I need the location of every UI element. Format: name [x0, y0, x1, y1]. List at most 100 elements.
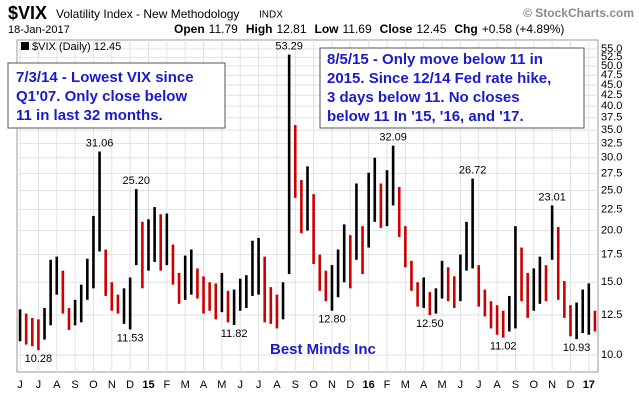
x-tick-label: A [200, 379, 208, 391]
range-bar [446, 267, 450, 302]
quote-value: 12.81 [276, 22, 306, 36]
annotation: 2015. Since 12/14 Fed rate hike, [327, 70, 551, 87]
range-bar [159, 214, 163, 271]
range-bar [98, 151, 101, 252]
range-bar [397, 186, 401, 237]
data-label: 32.09 [379, 132, 407, 144]
range-bar [312, 194, 315, 265]
range-bar [416, 282, 419, 307]
range-bar [300, 180, 303, 234]
range-bar [30, 317, 34, 347]
range-bar [483, 289, 487, 317]
x-tick-label: J [237, 379, 243, 391]
x-tick-label: D [567, 379, 575, 391]
watermark: Best Minds Inc [270, 341, 376, 358]
range-bar [116, 294, 120, 314]
y-tick-label: 25.0 [601, 184, 622, 196]
quote-label: Open [174, 22, 205, 36]
range-bar [330, 265, 334, 311]
range-bar [79, 284, 83, 323]
range-bar [281, 282, 285, 320]
range-bar [355, 183, 358, 260]
range-bar [37, 319, 40, 351]
annotation: 11 in last 32 months. [16, 107, 163, 124]
range-bar [104, 249, 107, 296]
data-label: 10.28 [25, 353, 53, 365]
x-tick-label: 16 [363, 379, 375, 391]
data-label: 11.02 [490, 341, 517, 353]
range-bar [459, 254, 462, 302]
range-bar [43, 307, 46, 340]
quote-label: Close [380, 22, 413, 36]
range-bar [153, 207, 156, 262]
range-bar [452, 276, 456, 308]
subtitle: Volatility Index - New Methodology [56, 7, 239, 21]
range-bar [251, 240, 254, 296]
range-bar [391, 145, 395, 206]
data-label: 31.06 [86, 137, 114, 149]
quote-label: Low [315, 22, 340, 36]
x-tick-label: J [458, 379, 464, 391]
range-bar [550, 205, 554, 260]
range-bar [49, 259, 52, 326]
range-bar [263, 256, 266, 323]
y-tick-label: 10.0 [601, 349, 622, 361]
x-tick-label: F [163, 379, 170, 391]
range-bar [434, 288, 438, 314]
x-tick-label: J [36, 379, 42, 391]
marks [18, 54, 597, 351]
range-bar [324, 270, 328, 302]
x-tick-label: S [71, 379, 78, 391]
x-tick-label: O [89, 379, 98, 391]
data-label: 25.20 [122, 175, 150, 187]
range-bar [171, 244, 175, 285]
range-bar [385, 170, 389, 227]
range-bar [581, 289, 585, 334]
annotation: 3 days below 11. No closes [327, 89, 520, 106]
x-tick-label: J [476, 379, 482, 391]
quote-label: Chg [454, 22, 477, 36]
range-bar [73, 299, 77, 326]
range-bar [349, 235, 352, 289]
x-tick-label: M [217, 379, 226, 391]
range-bar [141, 221, 144, 289]
x-tick-label: M [181, 379, 190, 391]
y-tick-label: 30.0 [601, 152, 622, 164]
range-bar [55, 256, 59, 295]
range-bar [238, 278, 242, 311]
y-tick-label: 12.5 [601, 309, 622, 321]
range-bar [477, 265, 481, 307]
data-label: 11.53 [117, 332, 144, 344]
annotation: Q1'07. Only close below [16, 88, 187, 105]
range-bar [67, 307, 71, 330]
range-bar [471, 178, 474, 269]
x-tick-label: 15 [142, 379, 154, 391]
range-bar [177, 272, 181, 304]
y-tick-label: 37.5 [601, 112, 622, 124]
range-bar [275, 294, 279, 329]
range-bar [544, 265, 548, 302]
range-bar [373, 157, 377, 222]
range-bar [495, 305, 499, 335]
y-tick-label: 17.5 [601, 248, 622, 260]
y-tick-label: 42.5 [601, 89, 622, 101]
data-label: 53.29 [275, 40, 303, 52]
x-tick-label: F [384, 379, 391, 391]
range-bar [575, 302, 578, 340]
range-bar [202, 276, 205, 314]
y-tick-label: 40.0 [601, 100, 622, 112]
range-bar [128, 277, 132, 330]
x-tick-label: N [548, 379, 556, 391]
quote-value: 11.69 [343, 22, 372, 36]
range-bar [569, 305, 572, 337]
range-bar [232, 289, 236, 326]
y-tick-label: 52.5 [601, 51, 622, 63]
range-bar [110, 282, 114, 311]
range-bar [61, 270, 65, 314]
range-bar [183, 255, 187, 300]
x-tick-label: A [420, 379, 428, 391]
range-bar [18, 309, 22, 342]
quote-value: +0.58 (+4.89%) [482, 22, 565, 36]
range-bar [86, 258, 89, 300]
annotation: below 11 In '15, '16, and '17. [327, 108, 524, 125]
